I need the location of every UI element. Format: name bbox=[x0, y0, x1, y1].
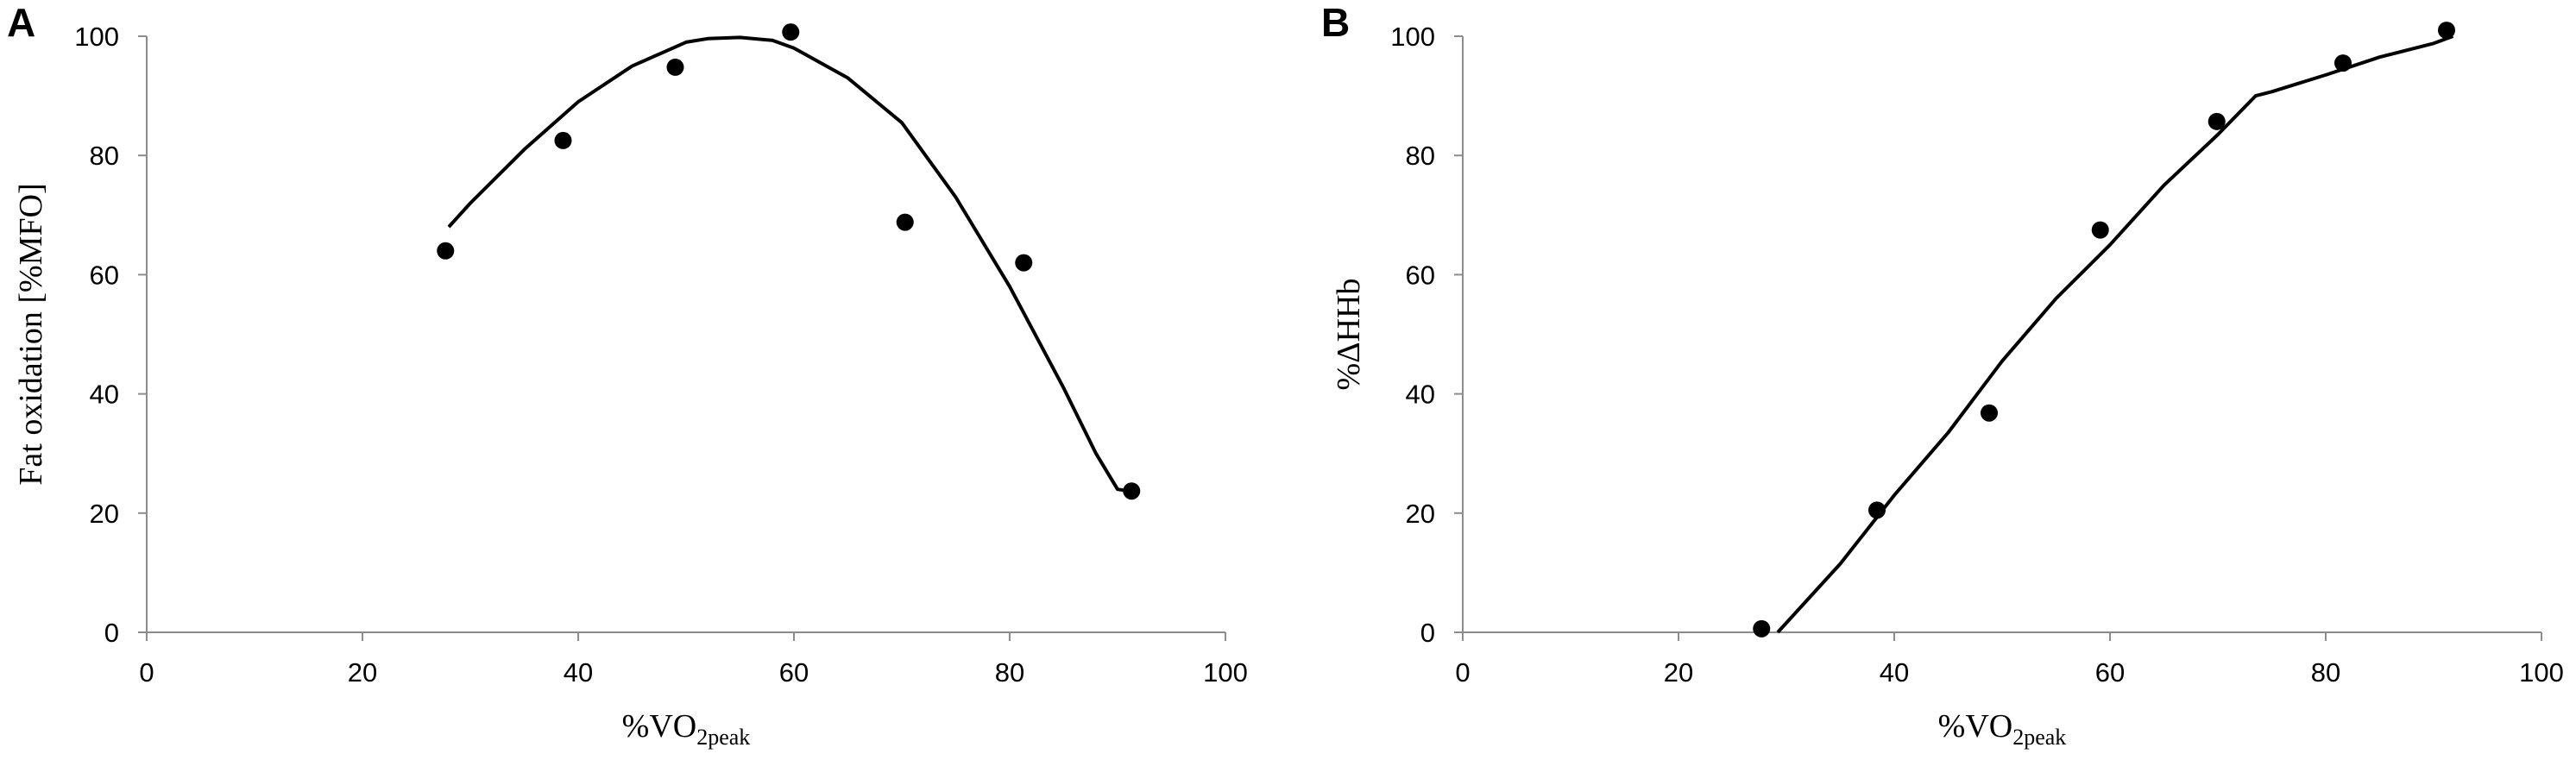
data-point bbox=[2438, 22, 2455, 40]
x-tick-label: 0 bbox=[1455, 657, 1470, 688]
x-axis-title-main: %VO bbox=[622, 708, 697, 744]
x-tick-label: 40 bbox=[564, 657, 593, 688]
y-tick-label: 0 bbox=[104, 618, 119, 648]
x-axis-title-main: %VO bbox=[1938, 708, 2013, 744]
x-tick-label: 20 bbox=[348, 657, 377, 688]
y-tick-label: 20 bbox=[1406, 499, 1435, 529]
trend-line bbox=[1776, 35, 2454, 634]
data-point bbox=[896, 213, 914, 231]
y-tick-label: 20 bbox=[90, 499, 119, 529]
data-point bbox=[2208, 112, 2226, 130]
data-point bbox=[782, 23, 800, 41]
chart-panel-b: B 0 20 40 60 80 100 0 20 40 60 80 100 %VO2peak %ΔHHb bbox=[1321, 0, 2564, 750]
data-point bbox=[2091, 221, 2109, 239]
chart-panel-a: A 0 20 40 60 80 100 0 20 40 60 80 100 %VO2peak Fat oxi… bbox=[7, 0, 1248, 750]
y-tick-label: 40 bbox=[1406, 380, 1435, 410]
x-tick-label: 0 bbox=[139, 657, 154, 688]
x-tick-label: 80 bbox=[995, 657, 1024, 688]
y-tick-label: 100 bbox=[1390, 22, 1435, 52]
x-tick-label: 40 bbox=[1880, 657, 1909, 688]
data-point bbox=[554, 131, 572, 149]
data-point bbox=[666, 58, 684, 76]
x-tick-label: 60 bbox=[779, 657, 809, 688]
x-tick-label: 80 bbox=[2311, 657, 2340, 688]
x-axis-title: %VO2peak bbox=[622, 708, 751, 750]
x-axis-title: %VO2peak bbox=[1938, 708, 2067, 750]
y-tick-label: 0 bbox=[1420, 618, 1435, 648]
x-tick-label: 60 bbox=[2095, 657, 2125, 688]
y-axis-title: Fat oxidation [%MFO] bbox=[13, 183, 49, 485]
y-tick-label: 80 bbox=[1406, 141, 1435, 171]
y-axis-title: %ΔHHb bbox=[1331, 279, 1367, 391]
y-tick-label: 100 bbox=[74, 22, 119, 52]
y-tick-label: 60 bbox=[90, 260, 119, 290]
y-tick-label: 40 bbox=[90, 380, 119, 410]
data-point bbox=[1753, 619, 1771, 638]
panel-letter: A bbox=[7, 0, 35, 45]
data-point bbox=[1015, 254, 1033, 272]
data-point bbox=[437, 242, 455, 260]
x-tick-label: 100 bbox=[1203, 657, 1248, 688]
y-tick-label: 60 bbox=[1406, 260, 1435, 290]
y-tick-label: 80 bbox=[90, 141, 119, 171]
x-tick-label: 100 bbox=[2519, 657, 2564, 688]
x-tick-label: 20 bbox=[1664, 657, 1693, 688]
x-axis-title-subscript: 2peak bbox=[696, 725, 750, 750]
trend-line bbox=[447, 35, 1137, 494]
data-point bbox=[1981, 404, 1998, 422]
panel-letter: B bbox=[1321, 0, 1350, 45]
x-axis-title-subscript: 2peak bbox=[2012, 725, 2066, 750]
